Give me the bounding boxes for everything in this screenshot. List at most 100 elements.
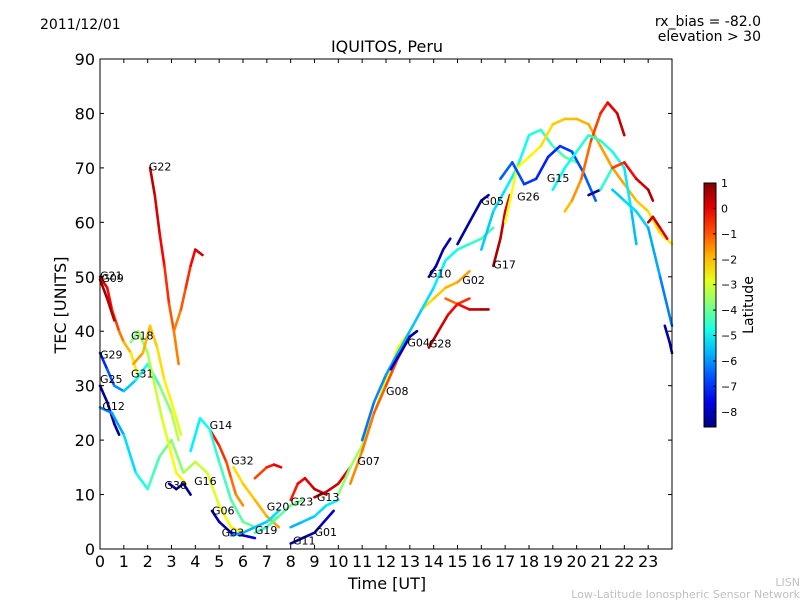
satellite-label: G26 — [517, 191, 540, 204]
series-segment — [420, 286, 436, 311]
series-segment — [110, 411, 126, 437]
series-G16 — [189, 416, 281, 529]
satellite-label: G08 — [386, 385, 409, 398]
series-segment — [206, 471, 221, 507]
series-segment — [622, 199, 638, 213]
series-G03 — [229, 509, 281, 537]
series-segment — [141, 324, 152, 355]
series-segment — [575, 133, 590, 153]
series-segment — [575, 117, 590, 126]
series-segment — [587, 188, 602, 197]
x-tick-label: 4 — [190, 552, 200, 571]
series-segment — [265, 514, 281, 529]
series-segment — [217, 520, 233, 535]
colorbar-bar — [703, 182, 717, 428]
x-tick-label: 9 — [309, 552, 319, 571]
series-segment — [241, 520, 257, 529]
series-segment — [611, 161, 626, 170]
satellite-label: G21 — [100, 270, 123, 283]
series-segment — [534, 155, 550, 181]
series-segment — [313, 490, 328, 499]
satellite-label: G13 — [317, 491, 340, 504]
satellite-label: G20 — [267, 500, 290, 513]
x-tick-label: 6 — [238, 552, 248, 571]
series-G08 — [360, 226, 495, 442]
series-segment — [132, 351, 145, 366]
colorbar-tick-label: −7 — [721, 380, 737, 393]
series-segment — [289, 498, 304, 507]
satellite-label: G04 — [407, 337, 430, 350]
series-segment — [289, 536, 304, 545]
series-segment — [146, 455, 161, 491]
series-segment — [170, 411, 180, 442]
footer-lisn: LISN — [775, 576, 800, 589]
series-G22 — [148, 166, 180, 366]
series-segment — [479, 193, 490, 202]
series-segment — [148, 324, 159, 349]
series-segment — [155, 346, 166, 382]
series-segment — [348, 444, 364, 469]
satellite-label: G25 — [100, 373, 123, 386]
series-segment — [232, 465, 245, 486]
series-segment — [225, 460, 233, 480]
series-segment — [229, 531, 245, 537]
series-G19 — [253, 498, 304, 535]
series-segment — [289, 520, 304, 529]
series-segment — [582, 172, 598, 202]
series-segment — [198, 416, 211, 431]
satellite-label: G11 — [293, 535, 316, 548]
series-segment — [396, 329, 412, 355]
plot-frame — [99, 58, 673, 550]
series-segment — [599, 166, 614, 191]
series-segment — [539, 123, 555, 148]
series-segment — [539, 128, 555, 148]
series-segment — [456, 221, 471, 246]
series-segment — [580, 139, 593, 181]
series-segment — [491, 237, 502, 268]
series-segment — [105, 367, 116, 388]
series-segment — [163, 264, 171, 306]
series-segment — [170, 438, 185, 475]
satellite-label: G01 — [315, 526, 338, 539]
series-segment — [434, 248, 445, 268]
colorbar-tick-label: −4 — [721, 304, 737, 317]
series-G09 — [98, 278, 116, 322]
y-tick-label: 70 — [75, 159, 95, 178]
series-segment — [427, 329, 440, 349]
series-segment — [646, 210, 662, 235]
series-segment — [208, 427, 221, 464]
rx-bias-label: rx_bias = -82.0 — [654, 14, 761, 30]
x-axis-label: Time [UT] — [347, 574, 426, 593]
series-segment — [146, 351, 157, 388]
satellite-label: G07 — [357, 455, 380, 468]
series-segment — [158, 384, 173, 415]
y-tick-label: 90 — [75, 50, 95, 69]
satellite-label: G02 — [462, 274, 485, 287]
x-tick-label: 21 — [590, 552, 610, 571]
series-segment — [182, 460, 197, 475]
series-segment — [546, 144, 562, 159]
series-segment — [360, 400, 376, 442]
series-G21 — [98, 275, 140, 377]
series-segment — [136, 329, 149, 355]
series-segment — [105, 297, 116, 322]
colorbar-tick-label: 0 — [721, 202, 728, 215]
series-segment — [432, 286, 447, 300]
series-segment — [175, 471, 188, 486]
satellite-label: G28 — [429, 338, 452, 351]
x-tick-label: 11 — [352, 552, 372, 571]
series-segment — [277, 504, 293, 518]
satellite-label: G18 — [131, 329, 154, 342]
series-segment — [646, 226, 662, 279]
x-tick-label: 5 — [214, 552, 224, 571]
series-segment — [148, 166, 157, 197]
series-segment — [322, 509, 335, 524]
series-segment — [622, 166, 633, 213]
x-tick-label: 0 — [95, 552, 105, 571]
series-segment — [456, 302, 471, 311]
series-segment — [153, 193, 161, 235]
series-segment — [313, 504, 328, 518]
series-segment — [611, 188, 626, 202]
series-G28 — [427, 297, 471, 349]
series-segment — [189, 248, 197, 268]
